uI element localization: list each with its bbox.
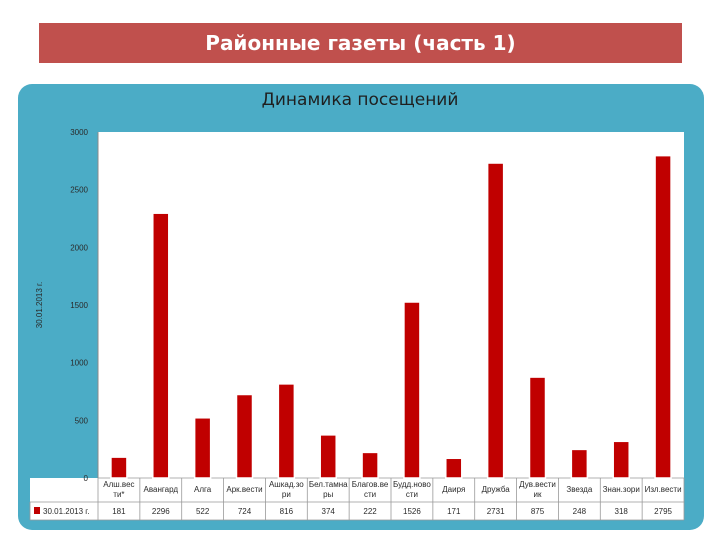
chart-title: Динамика посещений <box>261 90 459 110</box>
y-tick-label: 2000 <box>70 243 88 252</box>
category-label: ик <box>534 490 542 499</box>
bar <box>319 434 337 479</box>
bar <box>152 212 170 479</box>
table-value: 2296 <box>152 507 170 516</box>
table-value: 2795 <box>654 507 672 516</box>
table-value: 724 <box>238 507 252 516</box>
plot-area <box>98 132 684 478</box>
table-value: 875 <box>531 507 545 516</box>
table-value: 522 <box>196 507 210 516</box>
y-tick-label: 500 <box>75 416 89 425</box>
category-label: Знан.зори <box>603 485 640 494</box>
category-label: Алга <box>194 485 212 494</box>
category-label: Дув.вести <box>519 480 556 489</box>
y-tick-label: 1000 <box>70 359 88 368</box>
category-label: Будд.ново <box>393 480 431 489</box>
category-label: Бел.тамна <box>309 480 348 489</box>
table-value: 181 <box>112 507 126 516</box>
bar <box>486 162 505 479</box>
y-tick-label: 2500 <box>70 186 88 195</box>
category-label: Дружба <box>482 485 511 494</box>
bar <box>654 154 672 479</box>
bar <box>361 451 379 479</box>
bar <box>235 393 254 479</box>
bar <box>570 448 589 479</box>
bar <box>277 383 296 479</box>
page-title: Районные газеты (часть 1) <box>205 31 516 55</box>
table-value: 374 <box>322 507 336 516</box>
category-label: Авангард <box>144 485 179 494</box>
legend-label: 30.01.2013 г. <box>43 507 89 516</box>
table-value: 248 <box>573 507 587 516</box>
category-label: ри <box>282 490 291 499</box>
category-label: Даиря <box>442 485 465 494</box>
category-label: ры <box>323 490 333 499</box>
category-label: Арк.вести <box>226 485 262 494</box>
category-label: Изл.вести <box>645 485 682 494</box>
category-label: Благов.ве <box>352 480 389 489</box>
category-label: Ашкад.зо <box>269 480 304 489</box>
legend-swatch <box>34 507 40 514</box>
title-banner: Районные газеты (часть 1) <box>38 22 683 64</box>
y-tick-label: 0 <box>84 474 89 483</box>
bar <box>528 376 547 479</box>
table-value: 1526 <box>403 507 421 516</box>
category-label: сти <box>406 490 418 499</box>
bar <box>403 301 421 479</box>
table-value: 816 <box>280 507 294 516</box>
category-label: ти* <box>113 490 124 499</box>
category-label: сти <box>364 490 376 499</box>
y-tick-label: 3000 <box>70 128 88 137</box>
bar <box>445 457 463 479</box>
table-value: 171 <box>447 507 461 516</box>
table-value: 2731 <box>487 507 505 516</box>
bar <box>110 456 128 479</box>
category-label: Алш.вес <box>103 480 134 489</box>
table-value: 222 <box>363 507 377 516</box>
y-axis-label: 30.01.2013 г. <box>35 282 44 328</box>
bar <box>612 440 630 479</box>
category-label: Звезда <box>566 485 592 494</box>
table-value: 318 <box>615 507 629 516</box>
bar <box>193 417 212 479</box>
y-tick-label: 1500 <box>70 301 88 310</box>
data-table <box>30 478 684 520</box>
